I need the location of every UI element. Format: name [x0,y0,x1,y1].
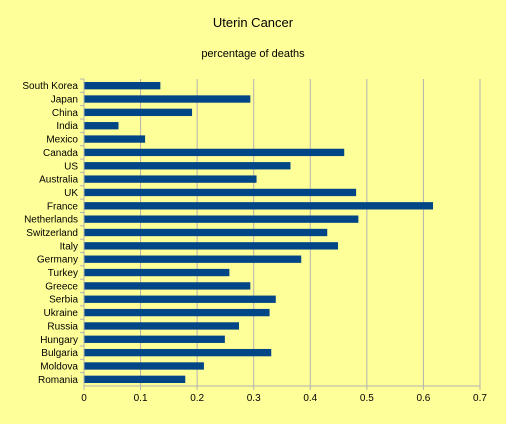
category-label: India [56,121,78,132]
x-tick-label: 0.4 [303,393,317,404]
bar [84,135,146,143]
category-label: Canada [43,148,78,159]
category-labels: South Korea Japan China India Mexico Canada US… [22,78,84,386]
axes [83,79,480,387]
category-label: US [64,161,78,172]
bar [84,375,186,383]
category-label: Japan [51,95,78,106]
bar [84,202,434,210]
bar [84,188,357,197]
bars [84,82,434,383]
bar [84,122,119,130]
category-label: UK [64,188,78,199]
x-axis-ticks: 0 0.1 0.2 0.3 0.4 0.5 0.6 0.7 [81,386,487,404]
category-label: Ukraine [44,308,79,319]
category-label: Romania [38,375,78,386]
x-tick-label: 0 [81,393,87,404]
bar [84,95,251,103]
x-tick-label: 0.3 [247,393,261,404]
bar [84,215,359,223]
bar [84,308,270,317]
category-label: Germany [37,255,78,266]
bar [84,295,276,303]
bar [84,362,204,370]
category-label: Turkey [48,268,78,279]
category-label: Netherlands [24,215,78,226]
category-label: France [47,201,79,212]
category-label: Mexico [46,135,78,146]
category-label: Russia [47,321,78,332]
bar [84,175,257,183]
category-label: Moldova [40,361,78,372]
bar [84,228,328,237]
bar [84,82,161,90]
x-tick-label: 0.7 [473,393,487,404]
category-label: Australia [39,175,78,186]
x-tick-label: 0.6 [416,393,430,404]
bar [84,255,302,263]
chart-title: Uterin Cancer [213,15,294,30]
category-label: Hungary [40,335,78,346]
bar [84,108,193,117]
category-label: Bulgaria [41,348,78,359]
chart-subtitle: percentage of deaths [201,48,305,60]
category-label: Serbia [49,295,78,306]
x-tick-label: 0.5 [360,393,374,404]
category-label: Greece [45,281,78,292]
bar [84,162,291,170]
bar [84,322,240,330]
x-tick-label: 0.1 [134,393,148,404]
category-label: Switzerland [26,228,78,239]
bar [84,348,272,357]
category-label: China [52,108,79,119]
bar [84,148,345,157]
category-label: Italy [60,241,78,252]
bar [84,335,225,343]
bar [84,282,251,290]
bar [84,268,230,277]
bar [84,242,339,250]
category-label: South Korea [22,81,78,92]
x-tick-label: 0.2 [190,393,204,404]
